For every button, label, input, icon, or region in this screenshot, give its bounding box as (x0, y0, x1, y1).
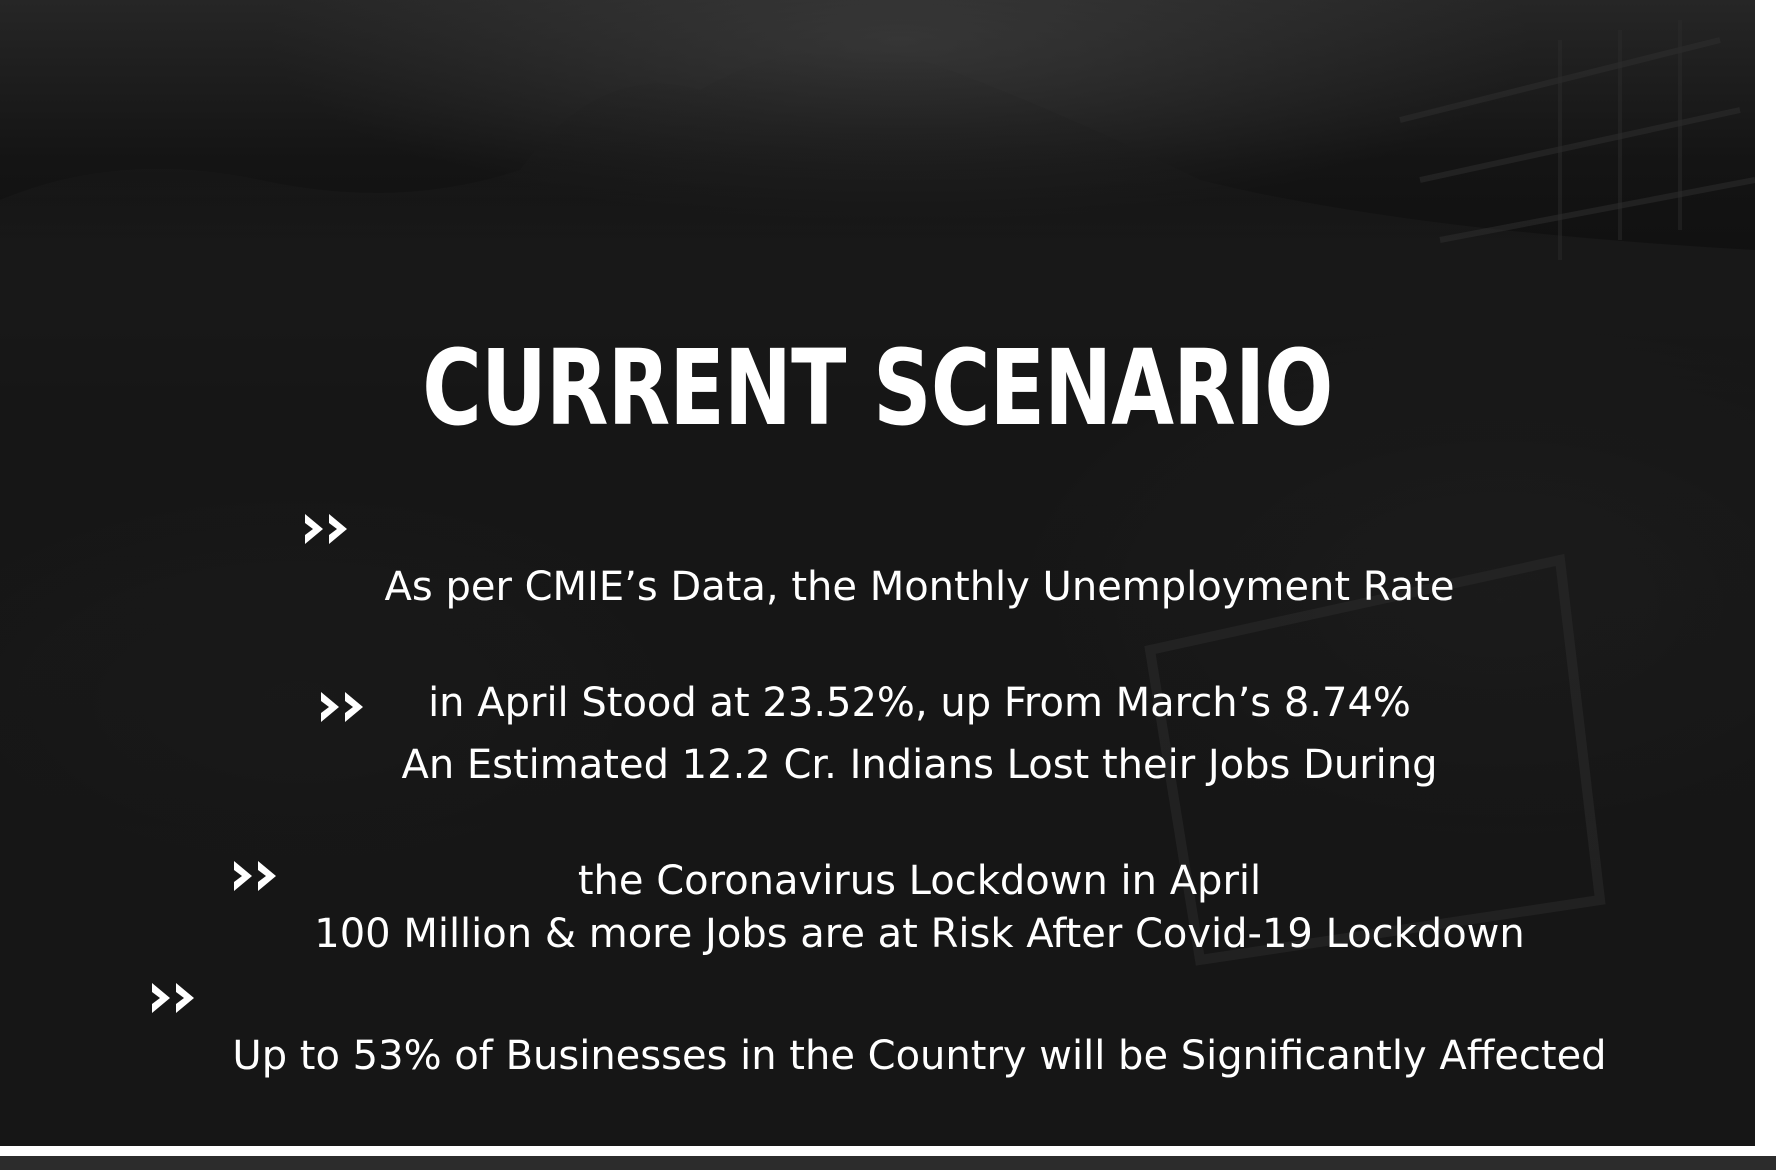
bottom-border (0, 1146, 1776, 1156)
bullet-line: the Coronavirus Lockdown in April (577, 858, 1262, 904)
slide: CURRENT SCENARIO As per CMIE’s Data, the… (0, 0, 1755, 1146)
bullet-item: An Estimated 12.2 Cr. Indians Lost their… (0, 678, 1755, 968)
right-border (1755, 0, 1776, 1146)
bullet-item: Up to 53% of Businesses in the Country w… (0, 969, 1755, 1143)
bullet-line: in April Stood at 23.52%, up From March’… (428, 680, 1411, 726)
bullet-line: 100 Million & more Jobs are at Risk Afte… (314, 911, 1525, 957)
double-chevron-right-icon (152, 983, 195, 1013)
page-title: CURRENT SCENARIO (422, 327, 1333, 449)
bullet-item: 100 Million & more Jobs are at Risk Afte… (0, 847, 1755, 1021)
crowd-background-image (0, 20, 1755, 1146)
bullet-text: Up to 53% of Businesses in the Country w… (232, 969, 1606, 1143)
bullet-text: An Estimated 12.2 Cr. Indians Lost their… (401, 678, 1437, 968)
bullet-item: As per CMIE’s Data, the Monthly Unemploy… (0, 500, 1755, 790)
bullet-text: 100 Million & more Jobs are at Risk Afte… (314, 847, 1525, 1021)
bullet-line: Up to 53% of Businesses in the Country w… (232, 1033, 1607, 1079)
bottom-bar (0, 1156, 1776, 1170)
double-chevron-right-icon (321, 692, 364, 722)
double-chevron-right-icon (304, 514, 347, 544)
double-chevron-right-icon (234, 861, 277, 891)
bullet-line: An Estimated 12.2 Cr. Indians Lost their… (401, 742, 1438, 788)
bullet-line: As per CMIE’s Data, the Monthly Unemploy… (384, 564, 1455, 610)
bullet-text: As per CMIE’s Data, the Monthly Unemploy… (385, 500, 1455, 790)
